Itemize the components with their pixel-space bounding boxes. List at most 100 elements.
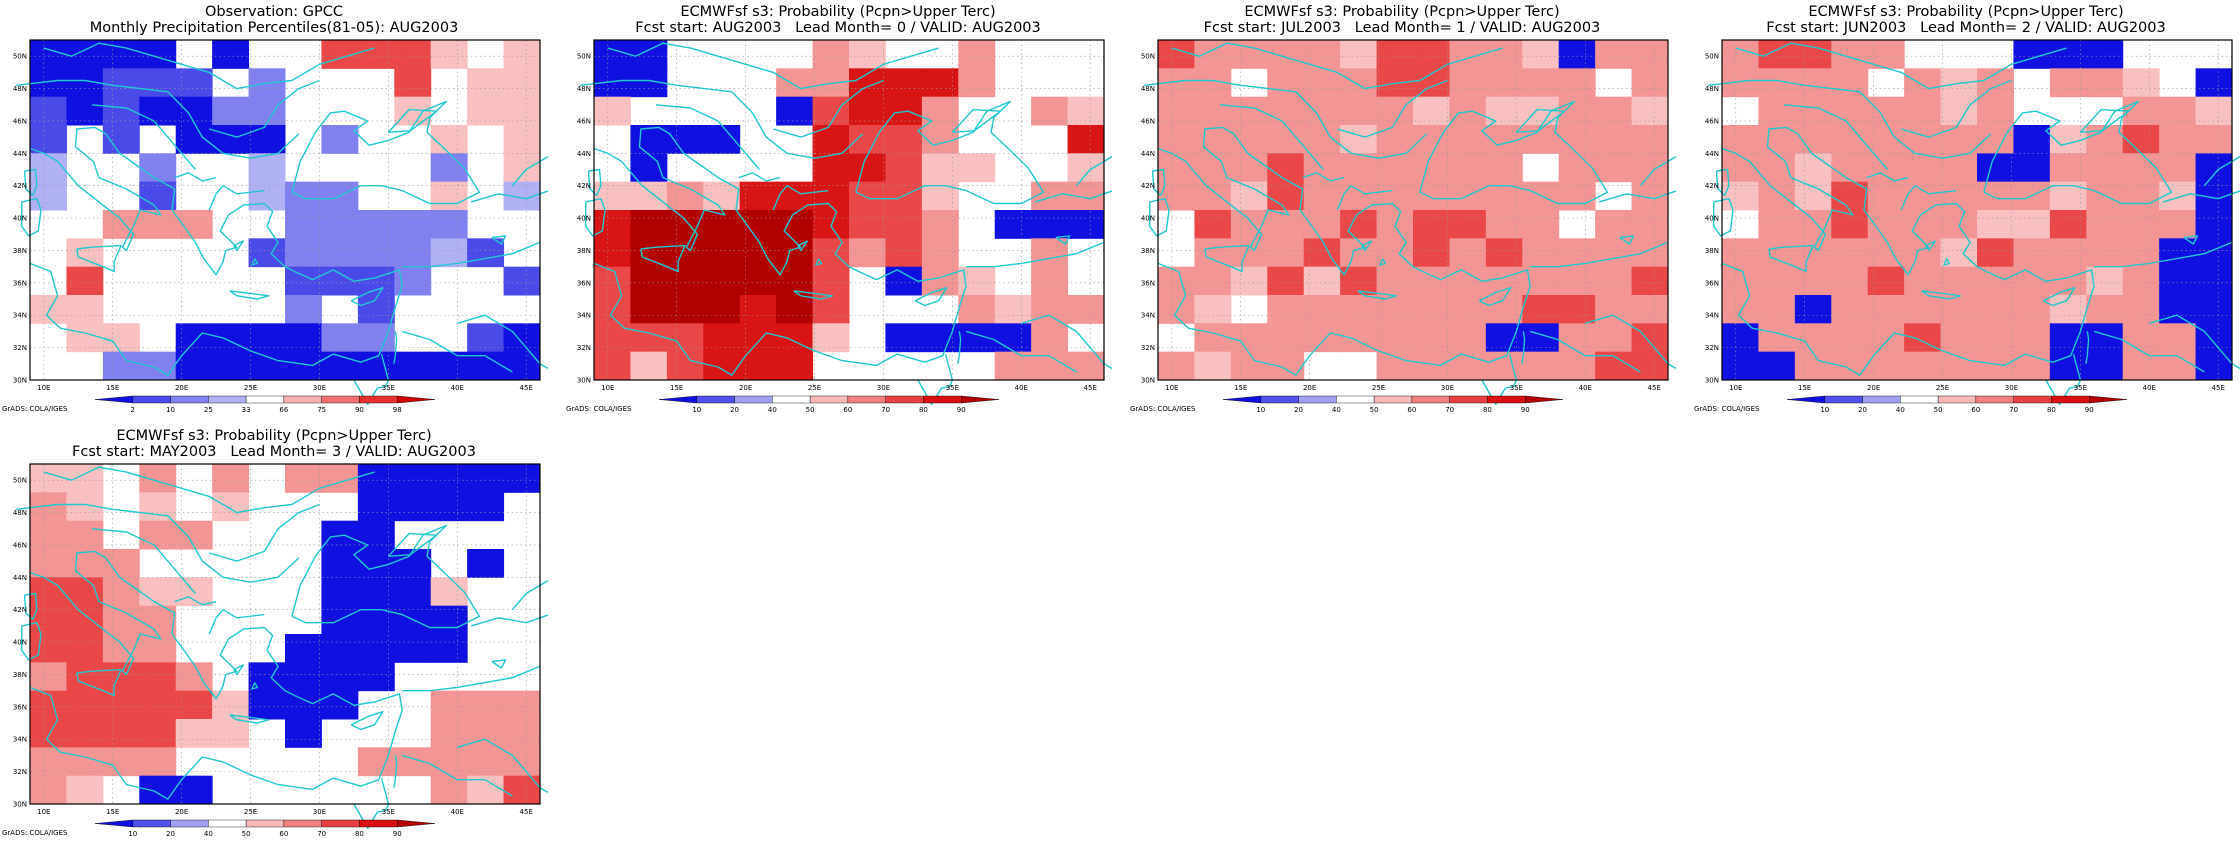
lat-tick-label: 44N [13, 574, 27, 582]
grid-cell [594, 295, 631, 324]
lat-tick-label: 42N [1705, 182, 1719, 190]
colorbar-segment [696, 395, 735, 404]
colorbar-segment [397, 819, 436, 828]
grid-cell [1831, 351, 1869, 381]
grid-cell [1631, 210, 1669, 239]
colorbar-segment [245, 819, 285, 828]
coastline [1034, 190, 1112, 203]
grid-cell [1413, 153, 1450, 183]
grid-cell [776, 351, 814, 381]
colorbar-label: 50 [1934, 406, 1943, 414]
grid-cell [357, 238, 395, 268]
coastline [1521, 331, 1526, 364]
grid-cell [776, 181, 814, 211]
lat-tick-label: 30N [13, 801, 27, 809]
grid-cell [1340, 153, 1378, 183]
grid-cell [1031, 210, 1069, 239]
grid-cell [2122, 295, 2160, 324]
grid-cell [1631, 238, 1669, 268]
colorbar-label: 70 [1445, 406, 1454, 414]
lat-tick-label: 38N [577, 247, 591, 255]
coastline [2162, 190, 2240, 203]
coastline [174, 172, 217, 182]
grid-cell [467, 464, 505, 493]
grid-cell [30, 719, 67, 748]
lon-tick-label: 15E [1234, 384, 1247, 392]
grid-cell [630, 210, 668, 239]
lon-tick-label: 35E [1510, 384, 1523, 392]
grid-cell [1485, 153, 1523, 183]
grid-cell [66, 690, 104, 720]
lat-tick-label: 34N [13, 736, 27, 744]
grid-cell [1413, 96, 1450, 126]
grid-cell [1977, 351, 2014, 381]
grads-credit: GrADS: COLA/IGES [1130, 405, 1196, 413]
grid-cell [139, 153, 177, 183]
grid-cell [102, 549, 140, 578]
grid-cell [394, 464, 432, 493]
grid-cell [1758, 295, 1796, 324]
grid-cell [430, 210, 468, 239]
lat-tick-label: 46N [13, 541, 27, 549]
grid-cell [1794, 125, 1832, 154]
coastline [966, 330, 1077, 373]
lat-tick-label: 32N [577, 344, 591, 352]
coastline [91, 528, 196, 594]
colorbar-segment [2089, 395, 2128, 404]
colorbar-segment [1937, 395, 1977, 404]
coastline [1075, 155, 1112, 187]
grid-cell [357, 266, 395, 296]
lon-tick-label: 25E [244, 384, 257, 392]
panel-title: ECMWFsf s3: Probability (Pcpn>Upper Terc… [564, 4, 1112, 36]
coastline [402, 754, 513, 797]
coastline [1157, 126, 1531, 376]
coastline [815, 258, 823, 266]
grid-cell [2013, 125, 2051, 154]
grid-cell [994, 295, 1032, 324]
colorbar-segment [847, 395, 886, 404]
grid-cell [703, 351, 741, 381]
grid-cell [921, 266, 959, 296]
colorbar-label: 20 [1858, 406, 1867, 414]
grid-cell [394, 40, 432, 69]
grid-cell [321, 634, 359, 663]
grid-cell [1376, 40, 1414, 69]
grid-cell [1376, 323, 1414, 353]
map-frame [29, 463, 541, 805]
grid-cell [357, 210, 395, 239]
grid-cell [994, 210, 1032, 239]
coastline [587, 168, 602, 197]
grid-cell [357, 40, 395, 69]
colorbar-segment [809, 395, 849, 404]
grid-cell [1485, 68, 1523, 98]
grid-cell [1867, 125, 1905, 154]
grid-cell [594, 266, 631, 296]
grid-cell [175, 96, 213, 126]
grid-cell [2086, 351, 2124, 381]
colorbar-segment [734, 395, 773, 404]
grid-cell [321, 266, 359, 296]
grid-cell [1267, 351, 1305, 381]
grid-cell [594, 351, 631, 381]
grid-cell [1631, 40, 1669, 69]
lat-tick-label: 34N [577, 312, 591, 320]
coastline [1478, 287, 1512, 307]
colorbar-label: 20 [166, 830, 175, 838]
colorbar-segment [923, 395, 962, 404]
lat-tick-label: 32N [1705, 344, 1719, 352]
grid-cell [812, 323, 850, 353]
coastline [580, 79, 864, 159]
map-panel-obs: Observation: GPCC Monthly Precipitation P… [0, 0, 548, 420]
grid-cell [2195, 153, 2233, 183]
colorbar-label: 80 [2047, 406, 2056, 414]
colorbar-label: 20 [730, 406, 739, 414]
coastline [2203, 155, 2240, 187]
coastline [1708, 79, 1992, 159]
grid-cell [1194, 125, 1232, 154]
grid-cell [2122, 181, 2160, 211]
grid-cell [1794, 238, 1832, 268]
grid-cell [1522, 210, 1560, 239]
lon-tick-label: 30E [313, 808, 326, 816]
lon-tick-label: 20E [739, 384, 752, 392]
lat-tick-label: 42N [13, 182, 27, 190]
